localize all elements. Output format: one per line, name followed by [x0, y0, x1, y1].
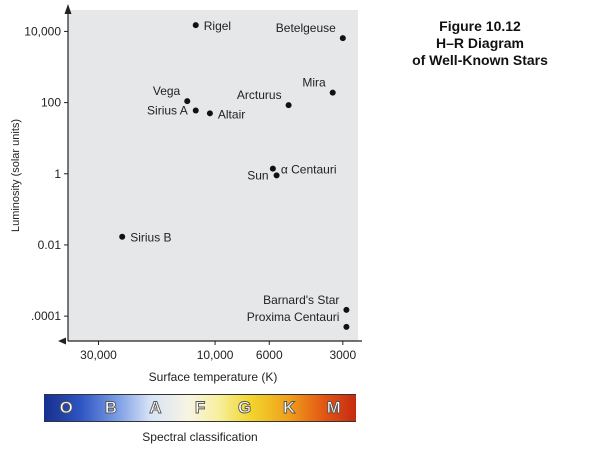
star-label-proxima-centauri: Proxima Centauri — [247, 310, 340, 324]
star-point-proxima-centauri — [343, 323, 350, 330]
y-axis-arrow — [64, 4, 72, 14]
star-point-barnard-s-star — [343, 306, 350, 313]
star-point-sirius-b — [119, 233, 126, 240]
x-axis-arrow — [58, 337, 66, 345]
x-tick-label: 3000 — [329, 348, 356, 362]
star-point-betelgeuse — [339, 35, 346, 42]
y-tick-label: 1 — [54, 167, 61, 181]
star-label-betelgeuse: Betelgeuse — [276, 21, 336, 35]
figure-title: H–R Diagram — [436, 35, 524, 51]
y-ticks: 10,000 100 1 0.01 .0001 — [24, 24, 68, 323]
y-tick-label: 10,000 — [24, 24, 61, 38]
star-point-sirius-a — [192, 107, 199, 114]
star-label-vega: Vega — [153, 84, 181, 98]
spectral-class-f: F — [194, 398, 206, 418]
spectral-class-g: G — [237, 398, 252, 418]
star-label-sirius-b: Sirius B — [130, 231, 171, 245]
star-label-barnard-s-star: Barnard's Star — [263, 293, 339, 307]
star-label-centauri: α Centauri — [281, 163, 337, 177]
figure-subtitle: of Well-Known Stars — [412, 52, 548, 68]
figure-number: Figure 10.12 — [439, 18, 521, 34]
spectral-class-o: O — [59, 398, 73, 418]
star-label-mira: Mira — [302, 76, 326, 90]
y-tick-label: .0001 — [31, 309, 61, 323]
star-point-mira — [329, 89, 336, 96]
x-ticks: 30,000 10,000 6000 3000 — [80, 341, 356, 362]
spectral-color-bar: O B A F G K M — [44, 394, 356, 422]
star-point-altair — [206, 110, 213, 117]
star-points: Rigel Betelgeuse Mira Vega Sirius A Altair Arc… — [119, 19, 350, 330]
figure-caption: Figure 10.12 H–R Diagram of Well-Known S… — [380, 18, 580, 69]
star-point-centauri — [269, 165, 276, 172]
y-tick-label: 0.01 — [38, 238, 62, 252]
star-label-sun: Sun — [247, 168, 268, 182]
star-point-rigel — [192, 22, 199, 29]
star-label-arcturus: Arcturus — [237, 88, 282, 102]
spectral-class-k: K — [283, 398, 296, 418]
spectral-class-b: B — [104, 398, 117, 418]
x-axis-label: Surface temperature (K) — [149, 370, 278, 384]
star-label-rigel: Rigel — [204, 19, 231, 33]
x-tick-label: 30,000 — [80, 348, 117, 362]
y-tick-label: 100 — [41, 96, 61, 110]
star-point-vega — [184, 98, 191, 105]
y-axis-label: Luminosity (solar units) — [10, 119, 22, 232]
star-point-sun — [273, 172, 280, 179]
plot-area — [68, 10, 358, 341]
spectral-class-a: A — [149, 398, 162, 418]
spectral-classification-label: Spectral classification — [142, 430, 258, 444]
x-tick-label: 6000 — [256, 348, 283, 362]
star-point-arcturus — [285, 102, 292, 109]
star-label-sirius-a: Sirius A — [147, 103, 188, 117]
x-tick-label: 10,000 — [197, 348, 234, 362]
star-label-altair: Altair — [218, 107, 245, 121]
spectral-class-m: M — [326, 398, 341, 418]
